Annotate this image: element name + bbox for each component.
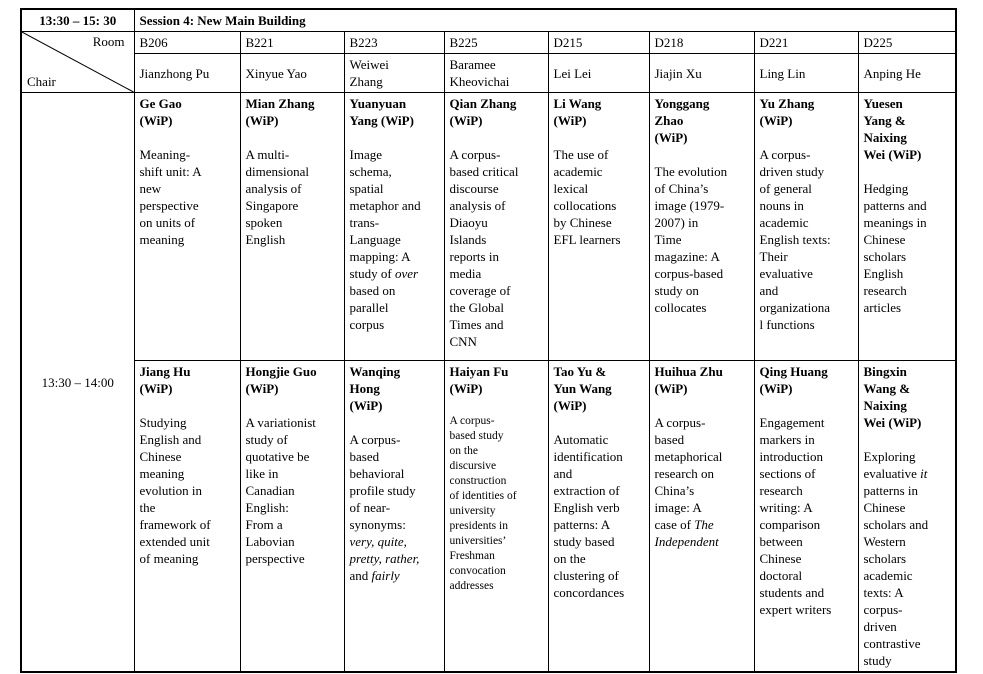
presentation-title: A corpus- based metaphorical research on… xyxy=(654,415,723,549)
presentation-cell: Wanqing Hong (WiP) A corpus- based behav… xyxy=(343,360,445,673)
presentation-title: A multi- dimensional analysis of Singapo… xyxy=(245,147,310,247)
room-label: Room xyxy=(92,34,125,49)
presenter-name: Ge Gao (WiP) xyxy=(139,96,182,128)
presentation-title: Image schema, spatial metaphor and trans… xyxy=(349,147,421,332)
room-header: D218 xyxy=(648,31,755,54)
presentation-cell: Hongjie Guo (WiP) A variationist study o… xyxy=(239,360,345,673)
presentation-cell: Li Wang (WiP) The use of academic lexica… xyxy=(547,92,650,361)
room-chair-corner-cell: Room Chair xyxy=(20,31,135,93)
presenter-name: Hongjie Guo (WiP) xyxy=(245,364,317,396)
presentation-cell: Haiyan Fu (WiP) A corpus- based study on… xyxy=(443,360,549,673)
room-header: B223 xyxy=(343,31,445,54)
presenter-name: Jiang Hu (WiP) xyxy=(139,364,191,396)
timeslot-label: 13:30 – 14:00 xyxy=(20,92,135,673)
presenter-name: Mian Zhang (WiP) xyxy=(245,96,315,128)
room-header: D225 xyxy=(857,31,957,54)
room-row: Room Chair B206 B221 B223 B225 D215 D218… xyxy=(20,31,957,93)
presentation-title: Automatic identification and extraction … xyxy=(553,432,625,600)
presentation-title: A corpus- based study on the discursive … xyxy=(449,415,517,592)
chair-name: Lei Lei xyxy=(547,53,650,93)
room-header: B221 xyxy=(239,31,345,54)
presentation-cell: Yuanyuan Yang (WiP) Image schema, spatia… xyxy=(343,92,445,361)
presentation-title: Meaning- shift unit: A new perspective o… xyxy=(139,147,202,247)
presentation-cell: Bingxin Wang & Naixing Wei (WiP) Explori… xyxy=(857,360,957,673)
presentation-cell: Huihua Zhu (WiP) A corpus- based metapho… xyxy=(648,360,755,673)
presentation-title: A corpus- based critical discourse analy… xyxy=(449,147,519,349)
presenter-name: Yuanyuan Yang (WiP) xyxy=(349,96,414,128)
presenter-name: Tao Yu & Yun Wang (WiP) xyxy=(553,364,612,413)
presentation-title: Exploring evaluative it patterns in Chin… xyxy=(863,449,929,668)
presentation-title: A corpus- driven study of general nouns … xyxy=(759,147,831,332)
presenter-name: Wanqing Hong (WiP) xyxy=(349,364,401,413)
presentation-cell: Yonggang Zhao (WiP) The evolution of Chi… xyxy=(648,92,755,361)
chair-name: Weiwei Zhang xyxy=(343,53,445,93)
presentation-title: Engagement markers in introduction secti… xyxy=(759,415,832,617)
schedule-table: 13:30 – 15: 30 Session 4: New Main Build… xyxy=(20,8,958,673)
presentation-title: Hedging patterns and meanings in Chinese… xyxy=(863,181,927,315)
presenter-name: Qian Zhang (WiP) xyxy=(449,96,517,128)
presenter-name: Li Wang (WiP) xyxy=(553,96,602,128)
presentation-title: A variationist study of quotative be lik… xyxy=(245,415,316,566)
session-time-range: 13:30 – 15: 30 xyxy=(20,8,135,32)
presentation-row-2: Jiang Hu (WiP) Studying English and Chin… xyxy=(21,360,957,673)
presentation-cell: Qing Huang (WiP) Engagement markers in i… xyxy=(753,360,859,673)
presenter-name: Yuesen Yang & Naixing Wei (WiP) xyxy=(863,96,922,162)
room-header: D221 xyxy=(753,31,859,54)
chair-name: Anping He xyxy=(857,53,957,93)
presentation-title: The evolution of China’s image (1979- 20… xyxy=(654,164,728,315)
presenter-name: Bingxin Wang & Naixing Wei (WiP) xyxy=(863,364,922,430)
session-title: Session 4: New Main Building xyxy=(133,8,957,32)
chair-name: Jianzhong Pu xyxy=(133,53,241,93)
presenter-name: Huihua Zhu (WiP) xyxy=(654,364,723,396)
presenter-name: Haiyan Fu (WiP) xyxy=(449,364,509,396)
chair-name: Jiajin Xu xyxy=(648,53,755,93)
presentation-title: A corpus- based behavioral profile study… xyxy=(349,432,420,583)
presentation-cell: Yuesen Yang & Naixing Wei (WiP) Hedging … xyxy=(857,92,957,361)
presentation-cell: Qian Zhang (WiP) A corpus- based critica… xyxy=(443,92,549,361)
diagonal-line xyxy=(22,32,134,92)
chair-label: Chair xyxy=(27,74,56,89)
presentation-cell: Mian Zhang (WiP) A multi- dimensional an… xyxy=(239,92,345,361)
chair-row: Jianzhong Pu Xinyue Yao Weiwei Zhang Bar… xyxy=(21,53,957,93)
room-header: B225 xyxy=(443,31,549,54)
presenter-name: Yonggang Zhao (WiP) xyxy=(654,96,710,145)
chair-name: Baramee Kheovichai xyxy=(443,53,549,93)
presentation-cell: Jiang Hu (WiP) Studying English and Chin… xyxy=(133,360,241,673)
chair-name: Xinyue Yao xyxy=(239,53,345,93)
presentation-row-1: 13:30 – 14:00 Ge Gao (WiP) Meaning- shif… xyxy=(20,92,957,673)
presenter-name: Yu Zhang (WiP) xyxy=(759,96,815,128)
presentation-title: Studying English and Chinese meaning evo… xyxy=(139,415,211,566)
header-row: 13:30 – 15: 30 Session 4: New Main Build… xyxy=(20,8,957,32)
presenter-name: Qing Huang (WiP) xyxy=(759,364,828,396)
presentation-title: The use of academic lexical collocations… xyxy=(553,147,621,247)
presentation-cell: Yu Zhang (WiP) A corpus- driven study of… xyxy=(753,92,859,361)
presentation-cell: Tao Yu & Yun Wang (WiP) Automatic identi… xyxy=(547,360,650,673)
room-header: B206 xyxy=(133,31,241,54)
chair-name: Ling Lin xyxy=(753,53,859,93)
room-header: D215 xyxy=(547,31,650,54)
presentation-cell: Ge Gao (WiP) Meaning- shift unit: A new … xyxy=(133,92,241,361)
